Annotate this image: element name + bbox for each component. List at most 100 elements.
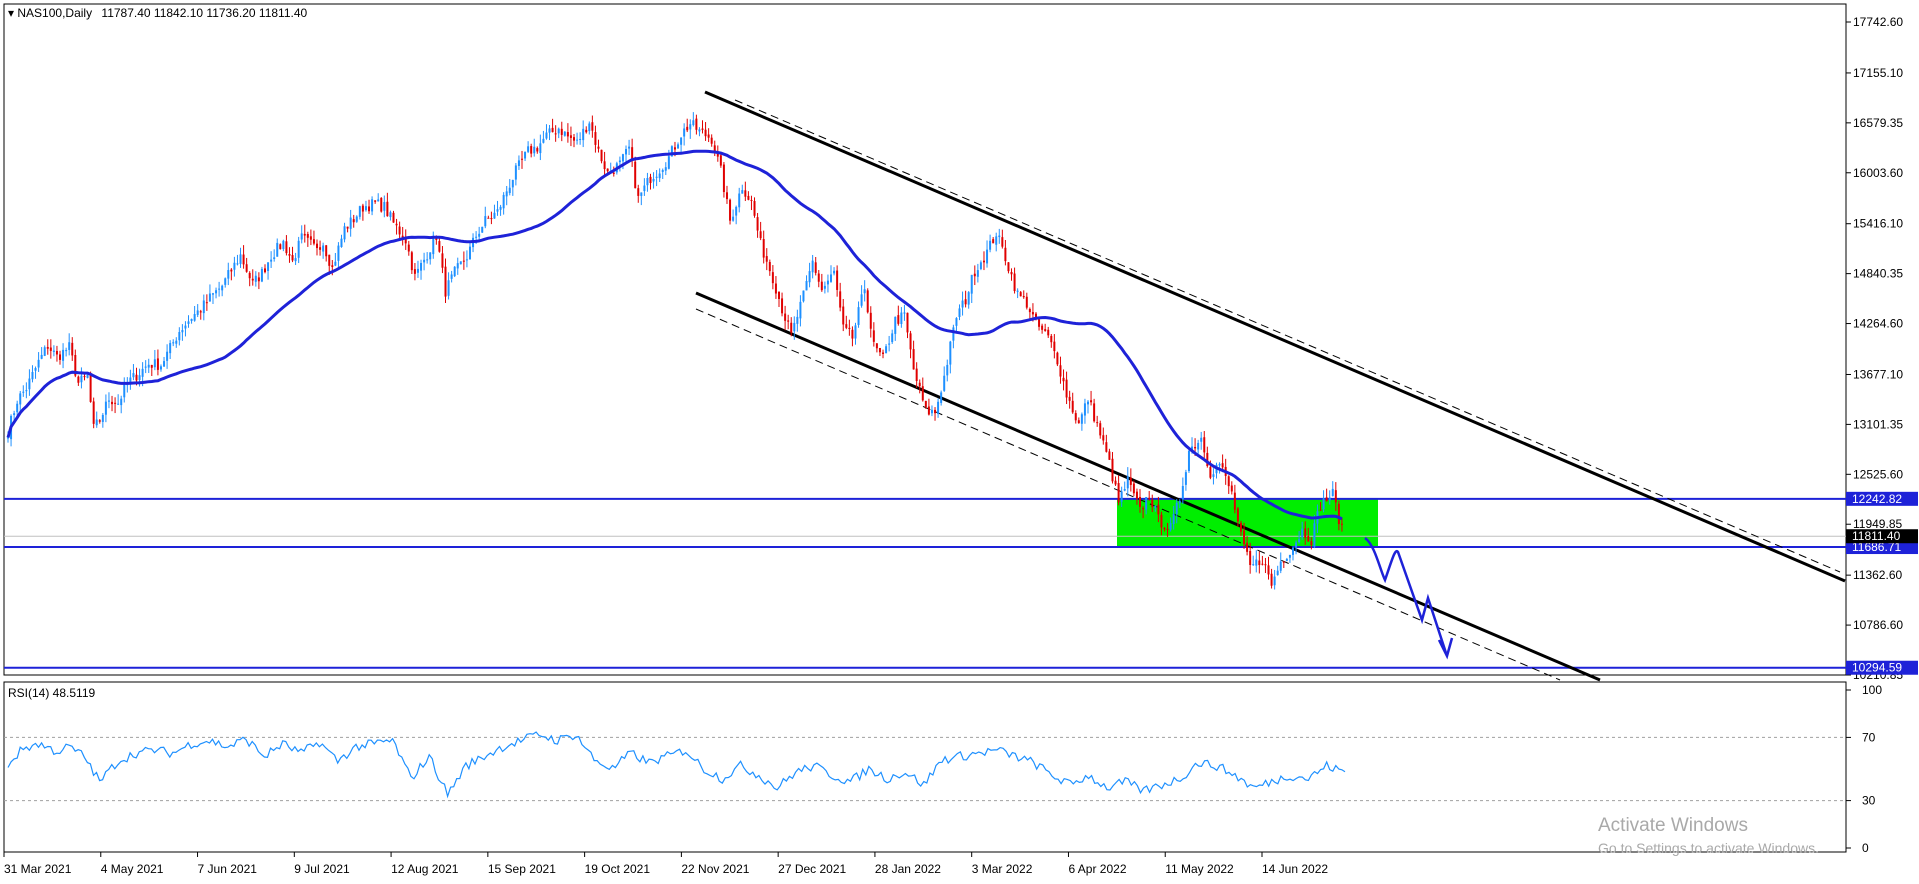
candle-body <box>462 260 465 262</box>
candle-body <box>459 261 462 265</box>
candle-body <box>1322 498 1325 510</box>
candle-body <box>279 244 282 250</box>
candle-body <box>371 199 374 212</box>
candle-body <box>793 322 796 332</box>
candle-body <box>407 244 410 252</box>
candle-body <box>1212 474 1215 477</box>
candle-body <box>104 401 107 415</box>
candle-body <box>652 178 655 182</box>
candle-body <box>1074 413 1077 421</box>
candle-body <box>885 346 888 354</box>
candle-body <box>833 270 836 274</box>
candle-body <box>1102 435 1105 441</box>
candle-body <box>1197 442 1200 450</box>
x-tick-label: 4 May 2021 <box>101 862 164 876</box>
candle-body <box>982 260 985 263</box>
candle-body <box>557 128 560 134</box>
x-tick-label: 7 Jun 2021 <box>198 862 258 876</box>
y-tick-label: 11949.85 <box>1853 517 1902 531</box>
candle-body <box>594 132 597 145</box>
candle-body <box>239 254 242 264</box>
candle-body <box>1129 477 1132 485</box>
y-tick-label: 17155.10 <box>1853 66 1903 80</box>
candle-body <box>111 401 114 405</box>
collapse-triangle-icon[interactable]: ▾ <box>8 6 15 20</box>
moving-average-line <box>6 149 1343 521</box>
candle-body <box>560 128 563 135</box>
x-tick-label: 11 May 2022 <box>1165 862 1234 876</box>
candle-body <box>934 409 937 414</box>
candle-body <box>667 156 670 169</box>
candle-body <box>842 306 845 325</box>
candle-body <box>891 333 894 343</box>
candle-body <box>129 377 132 384</box>
candle-body <box>343 226 346 240</box>
candle-body <box>215 290 218 294</box>
candle-body <box>912 349 915 370</box>
candle-body <box>955 318 958 326</box>
candle-body <box>196 310 199 315</box>
candle-body <box>71 342 74 356</box>
y-tick-label: 13677.10 <box>1853 367 1903 381</box>
candle-body <box>444 266 447 297</box>
candle-body <box>946 364 949 376</box>
candle-body <box>927 406 930 415</box>
candle-body <box>285 241 288 254</box>
candle-body <box>86 375 89 378</box>
candle-body <box>355 216 358 222</box>
candle-body <box>1252 564 1255 566</box>
candle-body <box>475 236 478 238</box>
candle-body <box>628 146 631 149</box>
candle-body <box>340 238 343 248</box>
candle-body <box>1273 576 1276 586</box>
candle-body <box>805 280 808 291</box>
candle-body <box>1230 485 1233 492</box>
candle-body <box>465 259 468 261</box>
candle-body <box>205 302 208 304</box>
projection-path <box>1364 536 1448 654</box>
candle-body <box>202 300 205 314</box>
candle-body <box>303 233 306 236</box>
candle-body <box>1114 480 1117 485</box>
candle-body <box>839 291 842 308</box>
candle-body <box>826 280 829 285</box>
candle-body <box>964 299 967 305</box>
candle-body <box>551 127 554 133</box>
candle-body <box>453 266 456 277</box>
candle-body <box>306 234 309 238</box>
candle-body <box>144 366 147 368</box>
candle-body <box>181 330 184 333</box>
candle-body <box>569 135 572 138</box>
candle-body <box>539 143 542 154</box>
candle-body <box>368 206 371 212</box>
y-tick-label: 11362.60 <box>1853 568 1902 582</box>
candle-body <box>588 123 591 132</box>
candle-body <box>334 261 337 266</box>
candle-body <box>1148 497 1151 499</box>
candle-body <box>420 262 423 271</box>
candle-body <box>294 258 297 262</box>
candle-body <box>193 314 196 321</box>
candle-body <box>132 373 135 378</box>
candle-body <box>673 147 676 150</box>
candle-body <box>13 413 16 416</box>
channel-upper-dashed <box>734 99 1841 573</box>
level-label: 11686.71 <box>1852 540 1901 554</box>
rsi-y-tick-label: 100 <box>1862 683 1882 697</box>
candle-body <box>331 265 334 268</box>
candle-body <box>606 168 609 172</box>
candle-body <box>493 212 496 219</box>
candle-body <box>1236 508 1239 522</box>
candle-body <box>1313 523 1316 547</box>
candle-body <box>380 197 383 212</box>
candle-body <box>123 384 126 398</box>
candle-body <box>1053 341 1056 352</box>
candle-body <box>1160 514 1163 528</box>
candle-body <box>716 153 719 157</box>
candle-body <box>441 253 444 268</box>
candle-body <box>845 324 848 328</box>
candle-body <box>836 270 839 290</box>
candle-body <box>566 132 569 137</box>
